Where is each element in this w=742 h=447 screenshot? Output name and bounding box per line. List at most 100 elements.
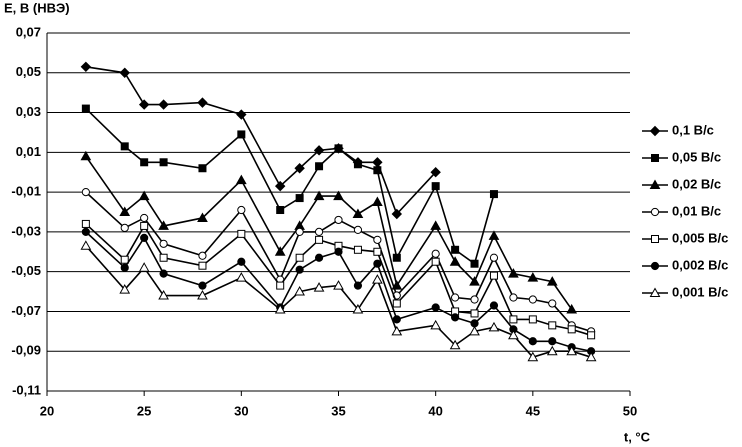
- data-point: [585, 351, 597, 362]
- y-tick-label: 0,01: [16, 144, 41, 159]
- data-point: [235, 174, 247, 185]
- y-tick-label: -0,05: [11, 263, 41, 278]
- data-point: [276, 206, 285, 215]
- data-point: [451, 245, 460, 254]
- data-point: [295, 227, 304, 236]
- x-axis-label: t, °C: [624, 429, 651, 444]
- legend-marker: [650, 261, 660, 271]
- data-point: [237, 229, 246, 238]
- y-tick-label: -0,09: [11, 343, 41, 358]
- x-tick-label: 30: [234, 403, 248, 418]
- data-point: [430, 319, 442, 330]
- legend-marker: [649, 179, 661, 189]
- data-point: [373, 259, 382, 268]
- data-point: [391, 208, 403, 220]
- data-point: [566, 345, 578, 356]
- data-point: [392, 253, 401, 262]
- data-point: [392, 315, 401, 324]
- data-point: [198, 251, 207, 260]
- data-point: [314, 253, 324, 262]
- data-point: [509, 315, 518, 324]
- data-point: [236, 109, 247, 120]
- data-point: [431, 303, 440, 312]
- data-point: [353, 281, 363, 290]
- data-point: [274, 180, 286, 192]
- data-point: [449, 339, 461, 350]
- data-point: [470, 295, 479, 304]
- data-point: [488, 321, 500, 332]
- data-point: [451, 293, 460, 302]
- data-point: [430, 167, 441, 178]
- data-point: [119, 206, 131, 216]
- data-point: [313, 282, 325, 292]
- data-point: [391, 325, 403, 336]
- legend-label: 0,01 В/с: [672, 203, 721, 218]
- data-point: [295, 265, 304, 274]
- data-point: [120, 255, 129, 264]
- data-point: [470, 259, 479, 268]
- data-point: [159, 269, 168, 278]
- data-point: [528, 295, 537, 304]
- data-point: [373, 247, 382, 256]
- data-point: [489, 253, 499, 262]
- data-point: [159, 253, 168, 262]
- data-point: [334, 215, 343, 225]
- data-point: [81, 104, 90, 113]
- data-point: [546, 276, 558, 286]
- y-tick-label: 0,05: [16, 64, 41, 79]
- y-tick-label: -0,07: [11, 303, 41, 318]
- data-point: [392, 299, 401, 308]
- data-point: [274, 303, 286, 314]
- data-point: [120, 223, 129, 233]
- data-point: [119, 284, 131, 294]
- data-point: [315, 235, 324, 244]
- series-line: [85, 191, 592, 333]
- data-point: [140, 233, 149, 242]
- series-line: [85, 245, 592, 359]
- data-point: [313, 190, 325, 201]
- data-point: [198, 281, 207, 290]
- data-point: [546, 345, 558, 356]
- data-point: [314, 227, 324, 236]
- data-point: [276, 281, 285, 290]
- x-tick-label: 50: [623, 403, 637, 418]
- data-point: [80, 61, 92, 73]
- data-point: [431, 257, 440, 266]
- data-point: [333, 190, 344, 201]
- data-point: [237, 257, 246, 266]
- y-tick-label: -0,03: [11, 223, 41, 238]
- data-point: [80, 240, 92, 250]
- data-point: [548, 299, 557, 308]
- data-point: [274, 246, 286, 256]
- data-point: [528, 315, 537, 324]
- data-point: [138, 190, 150, 201]
- legend-label: 0,005 В/с: [672, 230, 728, 245]
- legend-marker: [651, 235, 659, 243]
- data-point: [119, 67, 130, 78]
- data-point: [353, 245, 362, 254]
- data-point: [197, 290, 208, 300]
- data-point: [81, 188, 90, 197]
- series-line: [85, 231, 592, 353]
- data-point: [235, 272, 247, 282]
- data-point: [508, 329, 519, 340]
- data-point: [334, 144, 343, 153]
- data-point: [527, 351, 539, 362]
- data-point: [469, 276, 480, 286]
- y-axis-label: Е, В (НВЭ): [4, 0, 70, 15]
- data-point: [198, 261, 207, 270]
- data-point: [353, 225, 363, 234]
- legend-label: 0,1 В/с: [672, 122, 714, 137]
- data-point: [489, 301, 499, 310]
- data-point: [81, 219, 90, 228]
- data-point: [548, 321, 557, 330]
- data-point: [470, 309, 479, 318]
- data-point: [488, 230, 500, 240]
- data-point: [237, 130, 246, 139]
- x-tick-label: 40: [428, 403, 442, 418]
- data-point: [352, 303, 364, 314]
- data-point: [120, 142, 129, 151]
- y-tick-label: -0,11: [12, 382, 41, 397]
- data-point: [469, 325, 480, 336]
